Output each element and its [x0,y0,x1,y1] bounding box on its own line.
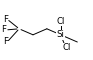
Text: Si: Si [57,30,65,39]
Text: Si: Si [57,30,65,39]
Text: F: F [3,15,8,24]
Text: F: F [3,38,8,46]
Text: F: F [1,26,6,34]
Text: Cl: Cl [57,17,65,26]
Text: Cl: Cl [63,43,71,52]
